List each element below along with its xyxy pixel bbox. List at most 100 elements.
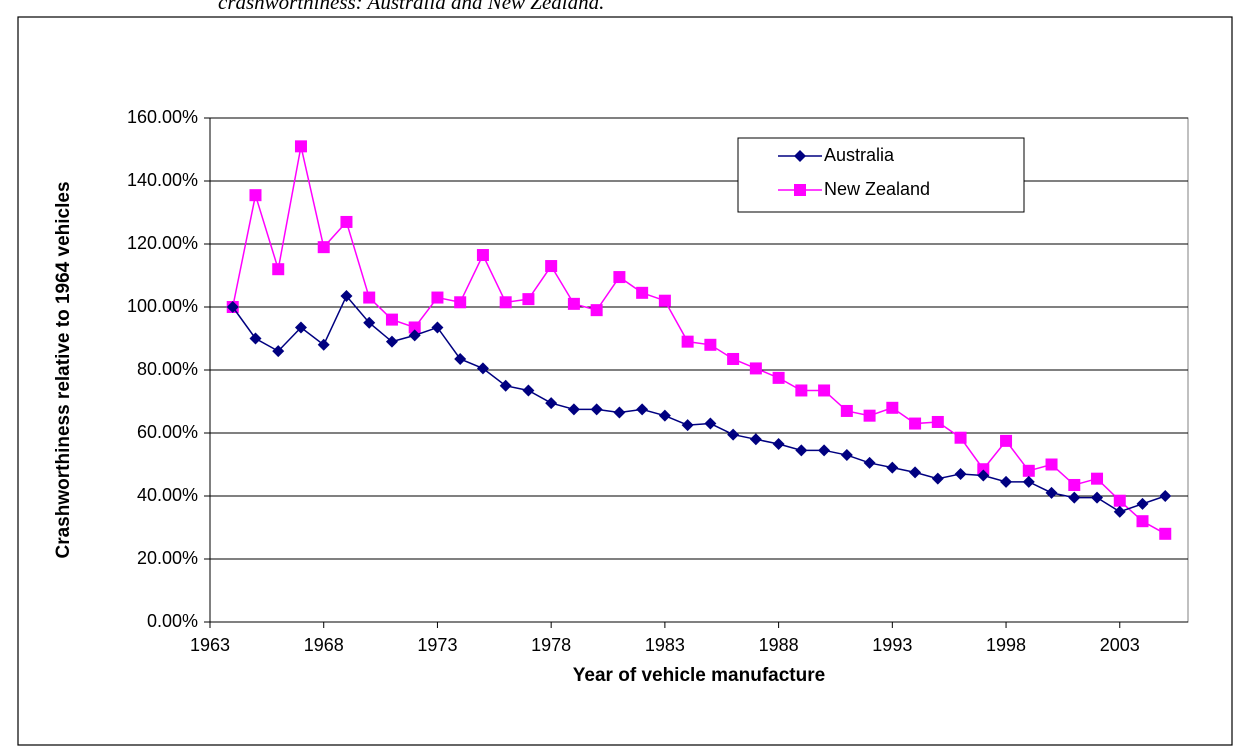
marker (226, 301, 239, 313)
marker (840, 404, 853, 417)
chart-border (17, 16, 1233, 746)
marker (613, 406, 626, 419)
x-tick-label: 1978 (531, 635, 571, 655)
y-tick-label: 40.00% (137, 485, 198, 505)
marker (909, 417, 922, 430)
y-tick-label: 140.00% (127, 170, 198, 190)
marker (1045, 486, 1058, 499)
marker (340, 289, 353, 302)
marker (408, 321, 421, 334)
marker (272, 263, 285, 276)
y-tick-label: 80.00% (137, 359, 198, 379)
caption: crashworthiness: Australia and New Zeala… (218, 0, 604, 14)
marker (363, 291, 376, 304)
marker (476, 249, 489, 262)
marker (749, 362, 762, 375)
marker (545, 397, 558, 410)
x-tick-label: 1973 (417, 635, 457, 655)
marker (567, 403, 580, 416)
marker (1068, 491, 1081, 504)
marker (590, 403, 603, 416)
marker (954, 431, 967, 444)
x-tick-label: 1988 (759, 635, 799, 655)
x-tick-label: 1993 (872, 635, 912, 655)
y-axis-label: Crashworthiness relative to 1964 vehicle… (53, 181, 74, 558)
x-tick-label: 1963 (190, 635, 230, 655)
marker (431, 321, 444, 334)
y-tick-label: 0.00% (147, 611, 198, 631)
marker (795, 444, 808, 457)
marker (1091, 491, 1104, 504)
marker (658, 294, 671, 307)
marker (1159, 490, 1172, 502)
x-tick-label: 1968 (304, 635, 344, 655)
marker (499, 379, 512, 392)
marker (454, 352, 467, 365)
legend-label: Australia (824, 145, 895, 165)
marker (1000, 475, 1013, 488)
marker (545, 260, 558, 273)
marker (704, 417, 717, 430)
marker (249, 189, 262, 202)
marker (1022, 475, 1035, 488)
marker (272, 345, 285, 358)
marker (681, 419, 694, 432)
marker (567, 297, 580, 310)
marker (431, 291, 444, 304)
marker (977, 463, 990, 476)
marker (931, 415, 944, 428)
marker (385, 313, 398, 326)
marker (704, 338, 717, 351)
marker (886, 461, 899, 474)
marker (408, 329, 421, 342)
y-tick-label: 20.00% (137, 548, 198, 568)
marker (1091, 472, 1104, 485)
x-axis-label: Year of vehicle manufacture (573, 665, 825, 686)
marker (727, 352, 740, 365)
marker (977, 469, 990, 482)
marker (818, 384, 831, 397)
marker (1136, 515, 1149, 528)
marker (590, 304, 603, 317)
x-tick-label: 2003 (1100, 635, 1140, 655)
marker (886, 401, 899, 414)
marker (1113, 505, 1126, 518)
marker (795, 384, 808, 397)
marker (522, 384, 535, 397)
y-tick-label: 100.00% (127, 296, 198, 316)
y-tick-label: 120.00% (127, 233, 198, 253)
y-tick-label: 160.00% (127, 107, 198, 127)
marker (727, 428, 740, 441)
marker (772, 371, 785, 384)
marker (385, 335, 398, 348)
marker (1045, 458, 1058, 471)
marker (772, 438, 785, 451)
marker (1000, 434, 1013, 447)
marker (636, 286, 649, 299)
marker (363, 316, 376, 329)
marker (636, 403, 649, 416)
marker (317, 241, 330, 254)
marker (794, 150, 806, 162)
marker (818, 444, 831, 457)
marker (294, 321, 307, 334)
marker (1022, 464, 1035, 477)
marker (749, 433, 762, 446)
marker (1136, 497, 1149, 510)
marker (794, 184, 806, 196)
marker (954, 467, 967, 480)
marker (476, 362, 489, 375)
marker (1159, 527, 1172, 540)
marker (863, 409, 876, 422)
marker (863, 456, 876, 469)
marker (294, 140, 307, 153)
marker (658, 409, 671, 422)
legend-label: New Zealand (824, 179, 930, 199)
marker (340, 215, 353, 228)
marker (1113, 494, 1126, 507)
marker (499, 296, 512, 309)
marker (681, 335, 694, 348)
y-tick-label: 60.00% (137, 422, 198, 442)
